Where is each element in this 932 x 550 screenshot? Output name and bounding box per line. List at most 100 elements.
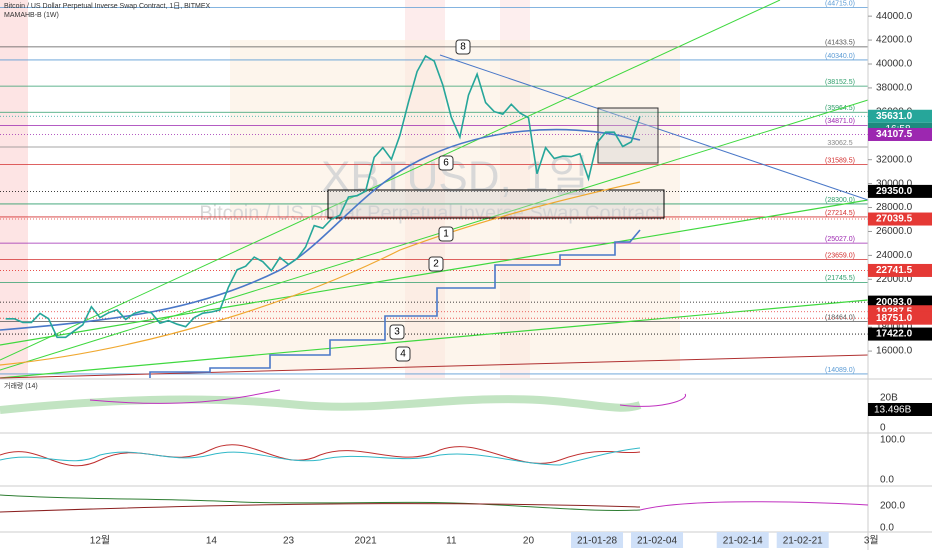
plot	[5, 54, 641, 339]
range-box	[597, 107, 659, 164]
levels: (44715.0)(41433.5)(40340.0)(38152.5)(359…	[0, 0, 868, 375]
volume-tick: 0	[880, 423, 886, 434]
cci-tick: 0.0	[880, 523, 894, 534]
volume-last: 13.496B	[874, 405, 912, 416]
watermark-sub: Bitcoin / US Dollar Perpetual Inverse Sw…	[199, 202, 661, 224]
rsi-line	[0, 447, 641, 466]
y-tick-label: 38000.0	[876, 83, 913, 94]
price-tag-label: 29350.0	[876, 186, 913, 197]
volume-band	[0, 395, 642, 414]
level-label: (41433.5)	[825, 40, 855, 47]
price-tag-label: 35631.0	[876, 111, 913, 122]
y-tick-label: 24000.0	[876, 250, 913, 261]
price-tag	[868, 327, 932, 341]
trend-line	[0, 99, 869, 371]
marker: 3	[394, 327, 400, 338]
cci-line	[0, 503, 641, 513]
level-label: (31589.5)	[825, 157, 855, 164]
price-tag	[868, 127, 932, 141]
price-tag-label: 17422.0	[876, 329, 913, 340]
y-tick-label: 22000.0	[876, 274, 913, 285]
price-tag	[868, 109, 932, 123]
rsi-line	[0, 444, 641, 467]
x-tick-label: 21-02-04	[637, 536, 677, 547]
chart-title: Bitcoin / US Dollar Perpetual Inverse Sw…	[4, 2, 211, 10]
volume-tick: 20B	[880, 393, 898, 404]
y-tick-label: 28000.0	[876, 202, 913, 213]
level-label: (21745.5)	[825, 275, 855, 282]
x-tick-label: 12월	[90, 535, 110, 547]
y-tick-label: 42000.0	[876, 35, 913, 46]
cci-tick: 200.0	[880, 501, 905, 512]
level-label: (44715.0)	[825, 0, 855, 7]
y-tick-label: 40000.0	[876, 59, 913, 70]
price-tag	[868, 311, 932, 325]
x-tick-label: 21-02-21	[783, 536, 823, 547]
cci-ma	[639, 501, 869, 511]
marker: 6	[443, 158, 449, 169]
x-tick-label: 21-01-28	[577, 536, 617, 547]
price-tag-label: 22741.5	[876, 265, 913, 276]
level-label: (28300.0)	[825, 197, 855, 204]
shade	[230, 40, 680, 370]
step-line	[149, 229, 641, 378]
trend-line	[0, 354, 869, 379]
x-tick-label: 11	[446, 536, 457, 547]
axis: 16000.018000.020000.022000.024000.026000…	[90, 11, 932, 548]
volume-ma	[89, 389, 686, 407]
x-label-highlight	[716, 532, 769, 548]
level-label: (14089.0)	[825, 367, 855, 374]
y-tick-label: 32000.0	[876, 154, 913, 165]
marker-box	[438, 226, 454, 242]
price-line	[5, 54, 641, 339]
level-label: 33062.5	[827, 140, 852, 147]
marker: 4	[400, 349, 406, 360]
volume-label: 거래량 (14)	[4, 381, 38, 390]
x-tick-label: 23	[283, 536, 295, 547]
marker: 1	[443, 229, 449, 240]
moving-average	[0, 128, 641, 331]
y-tick-label: 16000.0	[876, 346, 913, 357]
y-tick-label: 30000.0	[876, 178, 913, 189]
level-label: (25027.0)	[825, 236, 855, 243]
y-tick-label: 18000.0	[876, 322, 913, 333]
drawings	[0, 0, 869, 379]
x-label-highlight	[776, 532, 829, 548]
trend-line	[0, 299, 869, 379]
level-label: (40340.0)	[825, 53, 855, 60]
shade	[0, 0, 28, 378]
chart-subtitle: MAMAHB-B (1W)	[4, 12, 59, 19]
x-label-highlight	[631, 532, 684, 548]
markers: 8 6 1 2 3 4	[389, 39, 471, 362]
price-tag	[868, 184, 932, 198]
x-tick-label: 2021	[355, 536, 378, 547]
marker-box	[455, 39, 471, 55]
level-label: (38152.5)	[825, 79, 855, 86]
price-tag-label: 20093.0	[876, 297, 913, 308]
price-tag-label: 34107.5	[876, 129, 913, 140]
trend-line	[0, 199, 869, 346]
moving-average	[0, 181, 641, 366]
rsi-tick: 0.0	[880, 475, 894, 486]
price-tag	[868, 212, 932, 226]
x-label-highlight	[571, 532, 624, 548]
rsi-tick: 100.0	[880, 435, 905, 446]
trend-line	[0, 0, 781, 361]
level-label: (34871.0)	[825, 118, 855, 125]
marker: 2	[433, 259, 439, 270]
cci-line	[0, 494, 641, 512]
marker-box	[395, 346, 411, 362]
range-box	[327, 189, 665, 219]
y-tick-label: 26000.0	[876, 226, 913, 237]
level-label: (23659.0)	[825, 252, 855, 259]
level-label: (27214.5)	[825, 210, 855, 217]
volume-tag	[868, 403, 932, 416]
price-tag	[868, 263, 932, 277]
price-tag-label: 18751.0	[876, 313, 913, 324]
watermark: XBTUSD, 1일	[321, 153, 589, 202]
marker-box	[438, 155, 454, 171]
marker-box	[389, 324, 405, 340]
price-tag-label: 27039.5	[876, 214, 913, 225]
x-tick-label: 3월	[864, 535, 879, 547]
